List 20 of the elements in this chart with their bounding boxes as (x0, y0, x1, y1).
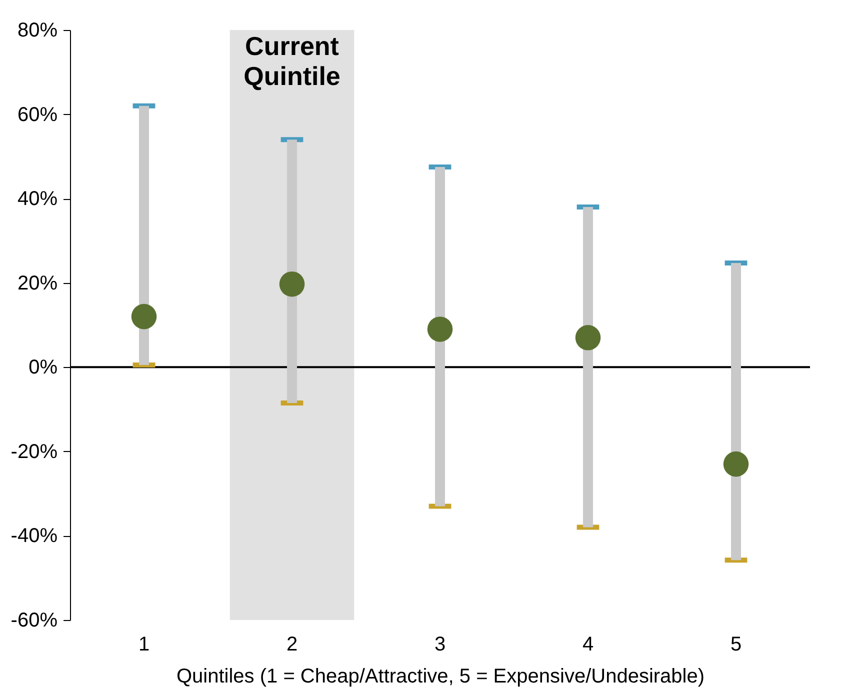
x-axis-title: Quintiles (1 = Cheap/Attractive, 5 = Expensive/Undesirable) (176, 666, 705, 688)
y-tick-label: -40% (10, 525, 58, 548)
x-tick-label: 5 (730, 634, 742, 656)
point (427, 316, 453, 342)
x-tick-label: 2 (286, 634, 298, 656)
band-label: Current Quintile (244, 31, 340, 91)
x-tick-label: 4 (582, 634, 594, 656)
point (723, 451, 749, 477)
y-tick-label: 80% (17, 20, 58, 42)
x-tick-label: 1 (138, 634, 150, 656)
point (279, 271, 305, 297)
y-tick-label: 60% (17, 104, 58, 126)
x-tick-label: 3 (434, 634, 446, 656)
y-tick-label: -20% (10, 440, 58, 463)
y-tick-label: 20% (17, 272, 58, 294)
point (131, 304, 157, 330)
y-tick-label: -60% (10, 610, 58, 632)
y-tick-label: 0% (28, 356, 58, 379)
y-tick-label: 40% (17, 188, 58, 210)
point (575, 325, 601, 350)
